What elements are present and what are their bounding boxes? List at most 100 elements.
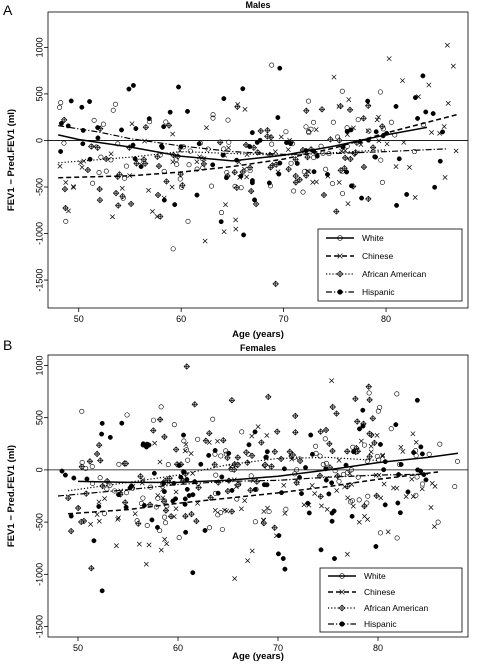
data-point xyxy=(68,98,74,104)
data-point xyxy=(116,461,122,467)
data-point xyxy=(156,416,164,423)
data-point xyxy=(277,160,283,166)
trend-line-white xyxy=(77,452,459,484)
data-point xyxy=(89,464,95,470)
data-point xyxy=(226,139,232,145)
data-point xyxy=(241,232,247,238)
data-point xyxy=(116,492,121,498)
data-point xyxy=(96,499,102,505)
data-point xyxy=(348,127,354,133)
data-point xyxy=(221,229,227,235)
data-point xyxy=(99,420,105,426)
data-point xyxy=(191,401,198,408)
data-point xyxy=(291,188,297,194)
data-point xyxy=(437,158,443,164)
data-point xyxy=(289,451,297,459)
data-point xyxy=(366,430,373,437)
data-point xyxy=(188,451,194,456)
data-point xyxy=(78,518,85,526)
data-point xyxy=(368,449,374,455)
data-point xyxy=(369,144,377,151)
data-point xyxy=(179,182,186,189)
data-point xyxy=(93,450,101,458)
legend-marker-white xyxy=(339,573,345,579)
data-point xyxy=(308,432,314,438)
data-point xyxy=(437,441,443,447)
data-point xyxy=(247,486,254,494)
data-point xyxy=(200,160,208,168)
data-point xyxy=(202,528,208,533)
data-point xyxy=(364,458,370,464)
data-point xyxy=(452,484,458,490)
data-point xyxy=(346,97,352,103)
data-point xyxy=(91,538,97,544)
data-point xyxy=(426,451,432,457)
data-point xyxy=(318,106,326,113)
data-point xyxy=(292,412,299,420)
data-point xyxy=(394,535,400,541)
data-point xyxy=(411,450,417,455)
data-point xyxy=(151,470,157,476)
data-point xyxy=(194,192,200,198)
data-point xyxy=(164,503,170,509)
data-point xyxy=(150,427,157,434)
legend-label-white: White xyxy=(364,571,386,581)
data-point xyxy=(212,507,218,513)
data-point xyxy=(330,119,336,125)
data-point xyxy=(339,88,345,94)
data-point xyxy=(167,513,175,520)
trend-line-african-american xyxy=(67,456,379,492)
data-point xyxy=(340,144,346,150)
legend-box xyxy=(319,567,463,633)
data-point xyxy=(161,197,167,203)
data-point xyxy=(373,492,380,500)
data-point xyxy=(306,510,312,516)
data-point xyxy=(249,130,255,136)
data-point xyxy=(79,104,85,110)
data-point xyxy=(195,484,202,491)
data-point xyxy=(400,448,406,454)
legend: White Chinese African American Hispanic xyxy=(319,567,463,633)
data-point xyxy=(64,494,72,502)
data-point xyxy=(380,452,386,458)
data-point xyxy=(324,506,330,512)
data-point xyxy=(99,431,105,437)
y-tick-label: -1500 xyxy=(34,615,44,638)
data-point xyxy=(228,508,236,515)
legend-marker-african-american xyxy=(338,604,346,612)
data-point xyxy=(292,179,300,186)
data-point xyxy=(194,166,200,172)
data-point xyxy=(172,202,178,208)
data-point xyxy=(182,448,188,454)
data-point xyxy=(67,527,75,535)
data-point xyxy=(317,453,323,459)
legend-marker-hispanic xyxy=(337,289,343,295)
data-point xyxy=(174,161,180,167)
y-tick-label: 0 xyxy=(34,467,44,472)
data-point xyxy=(169,184,175,190)
data-point xyxy=(319,503,324,509)
data-point xyxy=(329,480,335,486)
trend-line-chinese xyxy=(58,113,458,179)
legend-label-white: White xyxy=(362,233,384,243)
data-point xyxy=(396,156,402,162)
data-point xyxy=(362,513,367,519)
data-point xyxy=(371,439,378,447)
data-point xyxy=(375,408,381,414)
data-point xyxy=(272,149,278,155)
y-axis-title: FEV1 − Pred.FEV1 (ml) xyxy=(6,445,17,547)
panel-letter: B xyxy=(3,337,12,353)
data-point xyxy=(345,495,351,501)
data-point xyxy=(376,114,381,120)
data-point xyxy=(249,548,255,554)
data-point xyxy=(210,162,216,168)
data-point xyxy=(264,432,270,438)
data-point xyxy=(150,417,156,423)
data-point xyxy=(122,175,128,181)
data-point xyxy=(238,506,244,512)
data-point xyxy=(233,226,239,232)
data-point xyxy=(394,391,400,397)
data-point xyxy=(185,457,191,463)
data-point xyxy=(423,109,429,115)
data-point xyxy=(248,473,254,479)
